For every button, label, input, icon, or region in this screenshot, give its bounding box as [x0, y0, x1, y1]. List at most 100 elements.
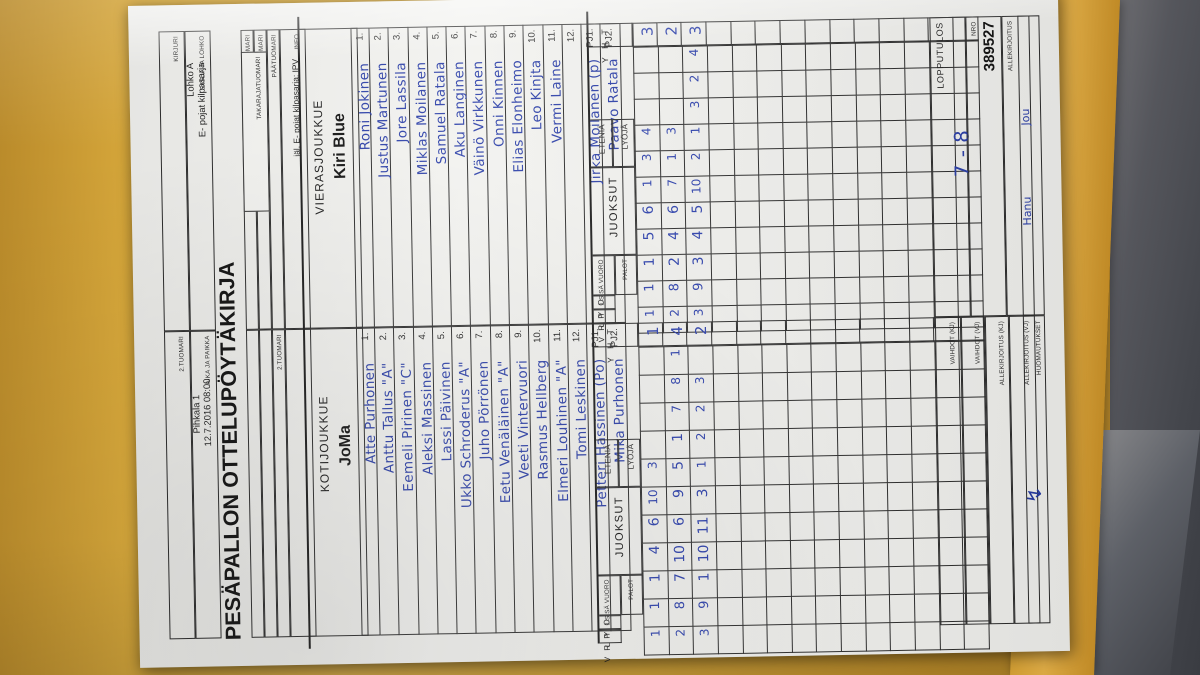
score-cell[interactable] [811, 343, 837, 373]
score-cell[interactable] [791, 595, 817, 625]
score-cell[interactable] [738, 428, 765, 458]
score-cell[interactable] [834, 251, 860, 278]
score-cell[interactable] [638, 346, 664, 376]
score-cell[interactable] [864, 538, 890, 568]
score-cell[interactable] [909, 341, 935, 371]
score-cell[interactable] [830, 43, 856, 70]
yht-cell[interactable] [860, 318, 886, 343]
score-cell[interactable] [806, 69, 832, 97]
score-cell[interactable] [905, 93, 931, 121]
score-cell[interactable] [634, 98, 660, 126]
score-cell[interactable]: 1 [635, 176, 661, 204]
score-cell[interactable] [711, 279, 737, 306]
yht-cell[interactable] [854, 18, 880, 43]
score-cell[interactable] [658, 98, 685, 125]
score-cell[interactable] [711, 253, 737, 280]
score-cell[interactable] [833, 199, 859, 226]
score-cell[interactable] [856, 94, 882, 122]
score-cell[interactable] [880, 68, 906, 95]
score-cell[interactable] [836, 371, 862, 400]
score-cell[interactable]: 10 [691, 541, 717, 571]
score-cell[interactable] [887, 482, 913, 511]
score-cell[interactable] [782, 96, 808, 123]
score-cell[interactable] [865, 622, 891, 652]
score-cell[interactable] [908, 275, 934, 303]
score-cell[interactable]: 3 [659, 124, 685, 151]
score-cell[interactable] [839, 511, 865, 540]
score-cell[interactable] [835, 343, 862, 372]
score-cell[interactable] [716, 541, 742, 570]
score-cell[interactable] [882, 172, 908, 199]
score-cell[interactable] [840, 567, 866, 596]
yht-cell[interactable] [835, 318, 861, 344]
score-cell[interactable] [889, 594, 915, 623]
score-cell[interactable]: 4 [634, 124, 660, 152]
score-cell[interactable] [789, 484, 815, 513]
score-cell[interactable] [888, 510, 914, 539]
score-cell[interactable] [736, 278, 762, 306]
score-cell[interactable] [836, 399, 863, 428]
score-cell[interactable] [857, 198, 884, 226]
yht-cell[interactable] [736, 320, 762, 345]
score-cell[interactable] [837, 427, 863, 456]
score-cell[interactable] [789, 512, 815, 541]
score-cell[interactable] [911, 453, 938, 483]
score-cell[interactable] [763, 400, 789, 429]
score-cell[interactable] [767, 624, 793, 653]
yht-cell[interactable] [706, 20, 732, 46]
score-cell[interactable] [906, 145, 932, 173]
score-cell[interactable]: 1 [690, 457, 716, 487]
score-cell[interactable]: 2 [668, 626, 694, 655]
score-cell[interactable] [713, 373, 739, 402]
score-cell[interactable] [739, 456, 765, 486]
score-cell[interactable]: 2 [689, 401, 715, 431]
score-cell[interactable] [840, 595, 866, 624]
score-cell[interactable] [790, 567, 816, 597]
score-cell[interactable] [760, 278, 786, 305]
yht-cell[interactable] [755, 20, 781, 45]
score-cell[interactable]: 3 [688, 373, 714, 403]
yht-cell[interactable] [761, 319, 787, 345]
score-cell[interactable] [806, 95, 832, 123]
yht-cell[interactable] [810, 319, 836, 344]
score-cell[interactable] [739, 484, 766, 514]
score-cell[interactable] [808, 199, 834, 227]
score-cell[interactable]: 6 [660, 202, 686, 229]
score-cell[interactable]: 1 [642, 570, 669, 600]
score-cell[interactable] [734, 174, 760, 202]
score-cell[interactable] [734, 200, 760, 228]
score-cell[interactable] [805, 43, 831, 71]
score-cell[interactable]: 7 [667, 570, 693, 599]
score-cell[interactable]: 2 [684, 149, 710, 177]
score-cell[interactable]: 1 [643, 598, 669, 628]
score-cell[interactable] [882, 198, 908, 225]
score-cell[interactable]: 8 [662, 280, 688, 307]
score-cell[interactable] [732, 96, 758, 124]
score-cell[interactable] [807, 121, 833, 149]
score-cell[interactable] [716, 569, 743, 598]
score-cell[interactable]: 6 [641, 514, 668, 544]
score-cell[interactable] [708, 97, 734, 124]
score-cell[interactable] [788, 428, 814, 457]
score-cell[interactable] [881, 146, 907, 173]
score-cell[interactable] [832, 147, 858, 174]
score-cell[interactable]: 3 [635, 150, 661, 178]
score-cell[interactable] [912, 481, 938, 511]
score-cell[interactable]: 2 [689, 429, 715, 459]
score-cell[interactable]: 5 [636, 228, 662, 256]
score-cell[interactable] [737, 344, 763, 374]
yht-cell[interactable] [879, 17, 905, 43]
score-cell[interactable] [881, 120, 907, 147]
score-cell[interactable] [715, 485, 741, 514]
score-cell[interactable] [758, 174, 785, 201]
score-cell[interactable] [886, 426, 912, 455]
score-cell[interactable] [639, 374, 665, 404]
score-cell[interactable]: 1 [665, 430, 691, 459]
score-cell[interactable] [862, 426, 888, 456]
yht-cell[interactable]: 3 [681, 21, 707, 46]
score-cell[interactable] [759, 200, 785, 227]
score-cell[interactable] [906, 171, 932, 199]
score-cell[interactable] [742, 624, 768, 654]
score-cell[interactable]: 10 [667, 542, 693, 571]
score-cell[interactable] [740, 540, 767, 570]
